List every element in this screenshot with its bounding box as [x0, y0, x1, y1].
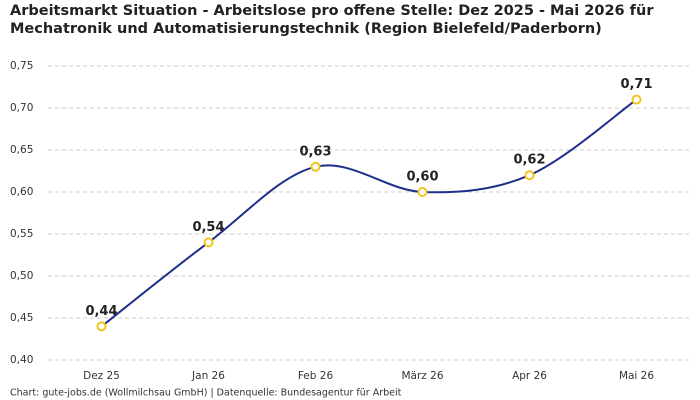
point	[417, 187, 428, 197]
data-label: 0,63	[299, 144, 331, 159]
y-tick-label: 0,45	[10, 312, 33, 324]
data-label: 0,54	[192, 220, 224, 235]
y-tick-label: 0,40	[10, 354, 33, 366]
chart-title: Mechatronik und Automatisierungstechnik …	[10, 21, 602, 37]
x-tick-label: Dez 25	[83, 370, 120, 382]
point	[631, 94, 642, 105]
data-label: 0,60	[406, 170, 438, 185]
data-label: 0,44	[85, 304, 117, 319]
chart-title: Arbeitsmarkt Situation - Arbeitslose pro…	[10, 3, 654, 19]
data-label: 0,71	[620, 77, 652, 92]
x-tick-label: Feb 26	[298, 370, 334, 382]
point	[310, 161, 321, 172]
x-tick-label: Apr 26	[512, 370, 547, 382]
y-tick-label: 0,55	[10, 228, 33, 240]
data-label: 0,62	[513, 153, 545, 168]
y-tick-label: 0,50	[10, 270, 33, 282]
x-tick-label: Jan 26	[191, 370, 225, 382]
source-note: Chart: gute-jobs.de (Wollmilchsau GmbH) …	[10, 388, 402, 399]
y-tick-label: 0,65	[10, 144, 33, 156]
point	[203, 237, 214, 248]
x-tick-label: März 26	[401, 370, 443, 382]
point	[96, 321, 107, 332]
point	[524, 170, 535, 181]
y-tick-label: 0,75	[10, 60, 33, 72]
line	[100, 98, 638, 328]
y-tick-label: 0,70	[10, 102, 33, 114]
y-tick-label: 0,60	[10, 186, 33, 198]
x-tick-label: Mai 26	[619, 370, 654, 382]
